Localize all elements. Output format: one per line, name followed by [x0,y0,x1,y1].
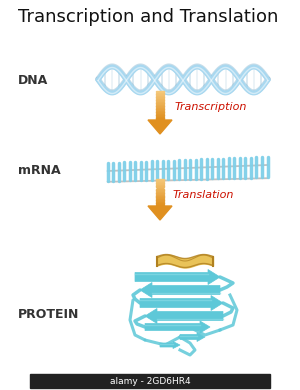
Bar [156,99,164,100]
Bar [156,186,164,187]
Bar [156,114,164,115]
Bar [156,109,164,110]
Bar [156,92,164,94]
Bar [156,105,164,106]
Polygon shape [148,206,172,220]
Polygon shape [148,120,172,134]
Bar [156,106,164,107]
Bar [156,192,164,193]
Bar [156,190,164,191]
FancyArrow shape [145,321,210,333]
Bar [156,100,164,101]
FancyArrow shape [160,342,180,349]
FancyArrow shape [140,282,220,298]
Bar [156,103,164,104]
Bar [156,196,164,197]
Bar [156,185,164,186]
Bar [156,91,164,92]
Bar [156,112,164,113]
Text: mRNA: mRNA [18,163,61,177]
Bar [156,200,164,201]
Bar [156,111,164,112]
FancyArrow shape [135,269,220,284]
Bar [156,115,164,117]
FancyArrow shape [140,296,223,310]
Bar [156,108,164,109]
Bar [156,102,164,103]
Text: Translation: Translation [173,190,234,200]
Bar [156,193,164,194]
Text: alamy - 2GD6HR4: alamy - 2GD6HR4 [110,376,190,385]
FancyArrow shape [145,308,223,323]
Bar [156,117,164,118]
Bar [156,197,164,199]
Bar [156,183,164,184]
Bar [156,182,164,183]
Text: Transcription and Translation: Transcription and Translation [18,8,278,26]
Text: PROTEIN: PROTEIN [18,308,80,321]
Bar [156,205,164,206]
Bar [156,202,164,203]
Bar [156,179,164,180]
FancyArrow shape [180,333,205,342]
Text: Transcription: Transcription [175,103,247,112]
Bar [30,374,270,388]
Bar [156,199,164,200]
Bar [156,94,164,95]
Bar [156,97,164,98]
Bar [156,189,164,190]
Bar [156,96,164,97]
Bar [156,203,164,204]
Text: DNA: DNA [18,73,48,87]
